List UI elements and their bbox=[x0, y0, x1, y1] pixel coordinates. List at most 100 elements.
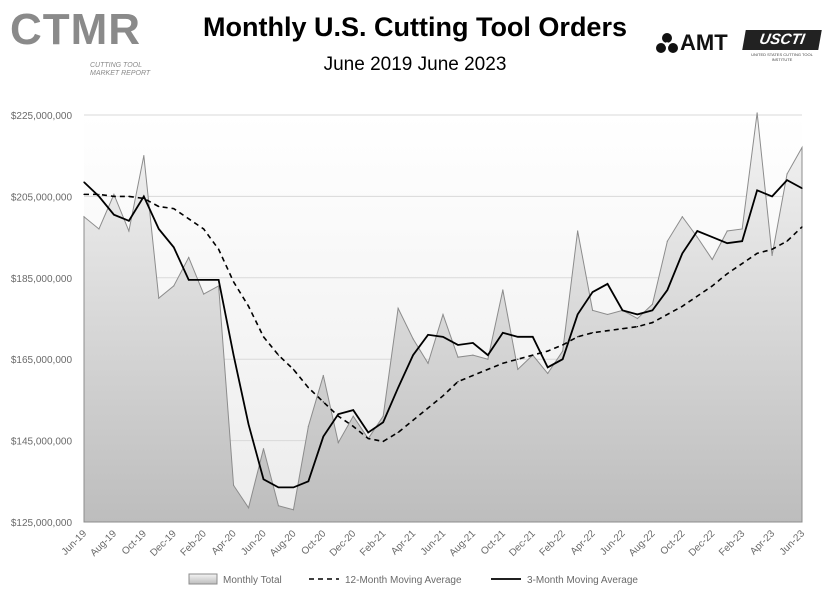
point-monthly-total bbox=[681, 216, 683, 218]
point-12-month-ma bbox=[442, 395, 444, 397]
point-12-month-ma bbox=[666, 313, 668, 316]
point-3-month-ma bbox=[262, 478, 265, 480]
uscti-logo: USCTI UNITED STATES CUTTING TOOL INSTITU… bbox=[742, 30, 822, 62]
ctmr-logo: CTMR CUTTING TOOL MARKET REPORT bbox=[10, 8, 160, 88]
amt-logo: AMT bbox=[656, 30, 728, 56]
point-12-month-ma bbox=[412, 419, 414, 421]
x-tick-label: Jun-23 bbox=[778, 528, 808, 558]
x-tick-label: Aug-19 bbox=[88, 528, 119, 559]
point-12-month-ma bbox=[457, 380, 459, 383]
y-tick-label: $205,000,000 bbox=[11, 192, 73, 203]
point-12-month-ma bbox=[98, 193, 100, 195]
point-3-month-ma bbox=[98, 195, 100, 197]
point-monthly-total bbox=[487, 358, 489, 360]
point-12-month-ma bbox=[277, 354, 280, 356]
point-3-month-ma bbox=[143, 195, 145, 197]
point-monthly-total bbox=[547, 372, 549, 375]
point-12-month-ma bbox=[577, 336, 579, 338]
chart-title: Monthly U.S. Cutting Tool Orders bbox=[203, 12, 627, 42]
point-3-month-ma bbox=[218, 279, 220, 281]
point-monthly-total bbox=[292, 509, 295, 511]
amt-tri-icon bbox=[656, 33, 678, 53]
point-monthly-total bbox=[771, 254, 773, 257]
point-3-month-ma bbox=[203, 279, 205, 281]
point-3-month-ma bbox=[741, 240, 743, 242]
ctmr-logo-text: CTMR bbox=[10, 5, 142, 54]
point-12-month-ma bbox=[307, 387, 309, 389]
point-12-month-ma bbox=[83, 193, 85, 195]
point-3-month-ma bbox=[412, 354, 414, 356]
point-monthly-total bbox=[502, 289, 504, 291]
point-12-month-ma bbox=[696, 295, 698, 297]
point-12-month-ma bbox=[218, 248, 220, 250]
point-3-month-ma bbox=[726, 242, 728, 244]
point-3-month-ma bbox=[666, 289, 668, 291]
point-3-month-ma bbox=[472, 342, 474, 344]
point-monthly-total bbox=[98, 228, 100, 230]
point-12-month-ma bbox=[128, 195, 130, 197]
point-3-month-ma bbox=[292, 486, 295, 488]
point-12-month-ma bbox=[726, 273, 728, 275]
y-tick-label: $145,000,000 bbox=[11, 437, 73, 448]
x-tick-label: Dec-22 bbox=[687, 528, 718, 559]
point-12-month-ma bbox=[292, 368, 295, 370]
point-3-month-ma bbox=[756, 189, 758, 191]
point-monthly-total bbox=[232, 484, 235, 486]
point-3-month-ma bbox=[232, 354, 235, 356]
point-3-month-ma bbox=[277, 486, 280, 488]
point-monthly-total bbox=[741, 228, 743, 230]
point-monthly-total bbox=[113, 193, 115, 195]
x-tick-label: Dec-19 bbox=[148, 528, 179, 559]
point-monthly-total bbox=[262, 448, 265, 450]
point-monthly-total bbox=[188, 256, 190, 259]
point-3-month-ma bbox=[517, 336, 519, 338]
x-tick-label: Feb-21 bbox=[358, 528, 388, 558]
legend-label-12-month-ma: 12-Month Moving Average bbox=[345, 575, 462, 586]
point-12-month-ma bbox=[188, 218, 190, 220]
point-monthly-total bbox=[711, 258, 713, 261]
point-3-month-ma bbox=[442, 336, 444, 338]
point-3-month-ma bbox=[681, 252, 683, 254]
y-tick-label: $125,000,000 bbox=[11, 518, 73, 529]
point-3-month-ma bbox=[801, 187, 803, 189]
uscti-logo-tagline: UNITED STATES CUTTING TOOL INSTITUTE bbox=[751, 52, 813, 62]
point-12-month-ma bbox=[741, 262, 743, 265]
point-12-month-ma bbox=[322, 401, 324, 403]
monthly-total-area bbox=[83, 112, 803, 523]
point-monthly-total bbox=[577, 230, 579, 232]
ctmr-logo-tagline: CUTTING TOOL MARKET REPORT bbox=[90, 62, 151, 77]
point-3-month-ma bbox=[547, 366, 549, 368]
point-3-month-ma bbox=[562, 358, 564, 360]
point-3-month-ma bbox=[247, 423, 250, 425]
point-monthly-total bbox=[352, 415, 354, 417]
point-3-month-ma bbox=[158, 228, 160, 230]
x-tick-label: Oct-19 bbox=[120, 528, 149, 557]
point-monthly-total bbox=[472, 354, 474, 356]
point-12-month-ma bbox=[203, 228, 205, 230]
point-3-month-ma bbox=[651, 309, 654, 311]
point-12-month-ma bbox=[562, 344, 564, 346]
x-tick-label: Jun-20 bbox=[239, 528, 269, 558]
point-monthly-total bbox=[382, 415, 384, 417]
point-12-month-ma bbox=[247, 305, 250, 307]
point-monthly-total bbox=[337, 442, 339, 444]
point-12-month-ma bbox=[382, 440, 384, 443]
x-tick-label: Oct-22 bbox=[658, 528, 687, 557]
point-12-month-ma bbox=[547, 350, 549, 352]
point-monthly-total bbox=[651, 303, 654, 305]
x-axis: Jun-19 Aug-19 Oct-19 Dec-19 Feb-20 Apr-20 Jun-… bbox=[60, 528, 808, 559]
x-tick-label: Oct-20 bbox=[299, 528, 328, 557]
point-12-month-ma bbox=[621, 328, 624, 330]
y-tick-label: $185,000,000 bbox=[11, 274, 73, 285]
x-tick-label: Aug-21 bbox=[447, 528, 478, 559]
point-3-month-ma bbox=[382, 421, 384, 423]
point-monthly-total bbox=[517, 368, 519, 370]
point-12-month-ma bbox=[367, 437, 369, 440]
point-monthly-total bbox=[591, 309, 594, 311]
point-monthly-total bbox=[562, 350, 564, 352]
point-12-month-ma bbox=[262, 336, 265, 338]
point-3-month-ma bbox=[83, 181, 85, 183]
point-12-month-ma bbox=[681, 305, 683, 307]
point-3-month-ma bbox=[322, 435, 324, 438]
point-monthly-total bbox=[158, 297, 160, 299]
